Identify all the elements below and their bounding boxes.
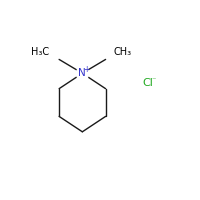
Text: ⁻: ⁻ <box>151 76 156 85</box>
Text: +: + <box>83 65 89 74</box>
Text: N: N <box>78 68 86 78</box>
Text: CH₃: CH₃ <box>114 47 132 57</box>
Text: Cl: Cl <box>143 78 154 88</box>
Text: H₃C: H₃C <box>31 47 50 57</box>
